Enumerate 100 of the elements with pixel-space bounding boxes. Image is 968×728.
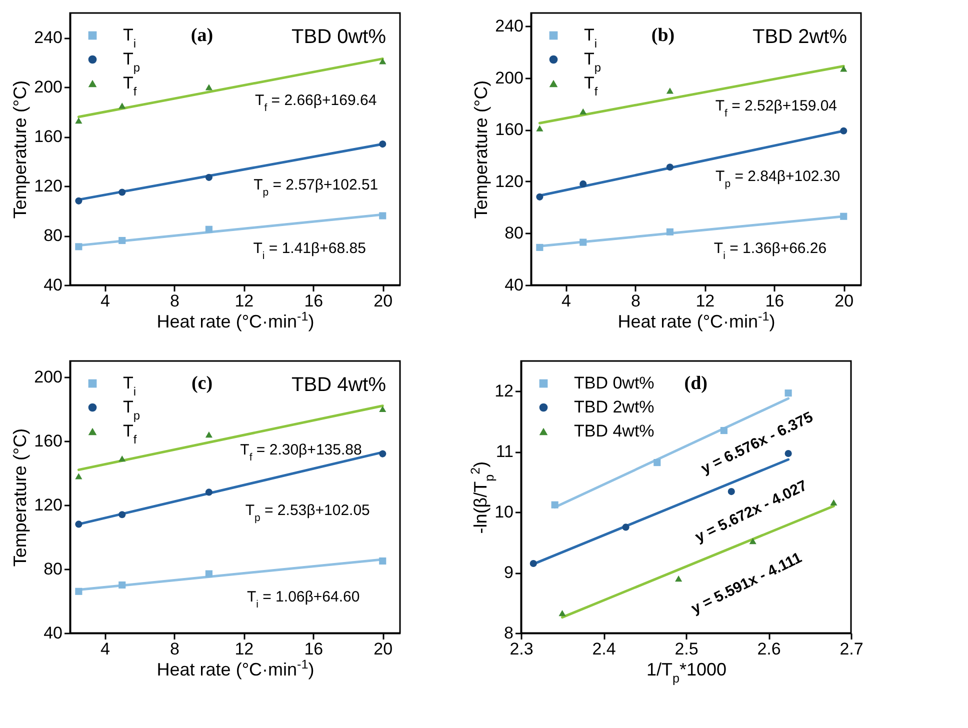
x-tick-label: 16 <box>304 640 324 658</box>
point <box>536 125 544 132</box>
y-tick-label: 40 <box>44 624 62 642</box>
x-tick-label: 12 <box>696 292 715 310</box>
x-tick-label: 12 <box>234 292 254 310</box>
point <box>675 576 682 582</box>
text: TBD 2wt% <box>752 26 848 48</box>
x-tick-label: 16 <box>765 292 784 310</box>
point <box>580 108 587 114</box>
x-tick-label: 4 <box>100 640 110 658</box>
text: TBD 0wt% <box>292 26 386 48</box>
point <box>75 118 82 124</box>
text: TBD 4wt% <box>292 374 386 396</box>
y-axis-title: Temperature (°C) <box>10 80 30 219</box>
point <box>205 226 212 233</box>
legend-label: T$_{f}$ <box>123 74 138 98</box>
point <box>75 520 82 528</box>
y-tick-label: 240 <box>34 28 62 48</box>
point <box>749 538 756 544</box>
point <box>728 488 735 496</box>
legend-label: T$_{f}$ <box>123 422 138 446</box>
y-tick-label: 120 <box>34 176 62 196</box>
point <box>379 450 386 458</box>
x-tick-label: 12 <box>234 640 254 658</box>
point <box>666 228 674 236</box>
x-axis-title: Heat rate (°C·min$^{-1}$) <box>618 310 776 332</box>
legend-label: T$_{p}$ <box>123 398 140 422</box>
annotation: T$_{i}$ = 1.06β+64.60 <box>246 588 360 610</box>
y-tick-label: 120 <box>34 496 62 514</box>
annotation: T$_{p}$ = 2.84β+102.30 <box>716 168 840 190</box>
point <box>205 84 212 90</box>
point <box>118 456 126 462</box>
y-tick-label: 40 <box>504 276 524 294</box>
point <box>379 212 386 220</box>
text: (b) <box>651 25 675 46</box>
x-tick-label: 2.7 <box>840 640 864 658</box>
x-tick-label: 2.6 <box>757 640 781 658</box>
point <box>75 243 82 250</box>
annotation: T$_{p}$ = 2.57β+102.51 <box>254 176 378 198</box>
legend-label: T$_{i}$ <box>123 374 136 398</box>
x-tick-label: 2.3 <box>510 640 534 658</box>
point <box>784 390 792 397</box>
point <box>666 164 674 171</box>
y-axis-title: Temperature (°C) <box>471 80 492 219</box>
point <box>205 488 212 496</box>
annotation: T$_{i}$ = 1.36β+66.26 <box>714 240 827 262</box>
y-tick-label: 12 <box>494 382 514 401</box>
point <box>118 188 126 196</box>
point <box>536 193 544 200</box>
point <box>840 66 848 72</box>
point <box>530 560 537 568</box>
legend-label: TBD 4wt% <box>574 422 654 440</box>
point <box>666 88 674 94</box>
point <box>75 197 82 204</box>
x-tick-label: 16 <box>304 292 324 310</box>
legend-label: T$_{p}$ <box>584 50 602 74</box>
legend-label: TBD 2wt% <box>574 398 654 416</box>
point <box>720 426 728 434</box>
point <box>205 174 212 181</box>
point <box>75 473 82 480</box>
x-tick-label: 20 <box>374 640 393 658</box>
point <box>118 511 126 518</box>
point <box>118 102 126 109</box>
y-tick-label: 240 <box>495 16 524 36</box>
y-tick-label: 200 <box>495 68 524 88</box>
point <box>536 244 544 251</box>
x-tick-label: 4 <box>562 292 571 310</box>
y-tick-label: 160 <box>34 432 62 450</box>
annotation: T$_{f}$ = 2.52β+159.04 <box>715 97 838 120</box>
text: (d) <box>684 373 708 394</box>
annotation: T$_{i}$ = 1.41β+68.85 <box>253 240 366 262</box>
point <box>205 432 212 438</box>
point <box>830 499 838 506</box>
point <box>379 557 386 565</box>
point <box>654 459 661 466</box>
legend-label: T$_{i}$ <box>584 26 598 50</box>
point <box>379 406 386 412</box>
legend-label: T$_{i}$ <box>123 26 136 50</box>
y-tick-label: 9 <box>504 563 514 582</box>
annotation: T$_{f}$ = 2.66β+169.64 <box>255 92 377 114</box>
text: (a) <box>190 25 214 46</box>
point <box>205 570 212 578</box>
point <box>840 212 848 220</box>
y-tick-label: 200 <box>34 78 62 97</box>
x-tick-label: 2.4 <box>592 640 616 658</box>
point <box>622 524 630 531</box>
annotation: T$_{f}$ = 2.30β+135.88 <box>240 441 362 464</box>
x-axis-title: 1/T$_{p}$*1000 <box>646 660 727 686</box>
point <box>75 588 82 595</box>
y-tick-label: 8 <box>504 624 514 642</box>
legend-label: TBD 0wt% <box>574 374 654 392</box>
point <box>118 581 126 589</box>
y-tick-label: 11 <box>496 442 514 462</box>
annotation: T$_{p}$ = 2.53β+102.05 <box>245 502 370 524</box>
point <box>580 238 587 246</box>
legend-label: T$_{f}$ <box>584 74 598 98</box>
y-tick-label: 200 <box>34 368 62 386</box>
point <box>379 58 386 64</box>
point <box>784 450 792 458</box>
x-tick-label: 2.5 <box>674 640 698 658</box>
